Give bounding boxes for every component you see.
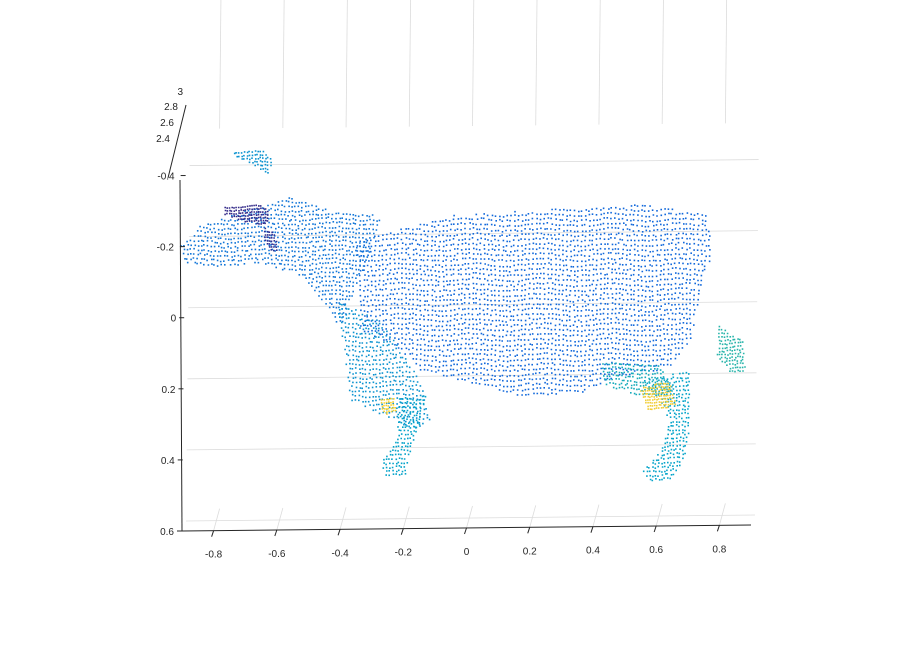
x-tick-mark (527, 527, 531, 534)
point-cluster (356, 204, 711, 396)
grid-line-y (188, 301, 758, 309)
grid-line-x (724, 0, 728, 124)
grid-line-y (185, 514, 756, 522)
grid-line-x-floor (592, 504, 600, 527)
x-tick-mark (590, 526, 594, 533)
y-tick-label: 0 (171, 314, 177, 325)
grid-line-x-floor (529, 505, 537, 528)
grid-line-x-floor (719, 503, 726, 526)
y-tick-label: -0.4 (157, 172, 175, 183)
z-tick-label: 2.8 (164, 102, 178, 113)
y-tick-label: 0.6 (160, 527, 174, 538)
x-tick-mark (464, 527, 467, 535)
x-tick-label: -0.6 (268, 549, 286, 560)
z-tick-label: 3 (177, 87, 183, 98)
x-tick-mark (274, 529, 278, 537)
x-tick-mark (211, 530, 215, 537)
point-cluster (224, 204, 269, 225)
grid-line-x (345, 0, 348, 128)
point-cloud (180, 150, 746, 482)
axes-grid (185, 0, 759, 531)
point-cluster (382, 395, 427, 477)
grid-line-x (661, 0, 664, 125)
grid-line-x (282, 0, 285, 129)
x-tick-mark (716, 525, 720, 532)
grid-line-x-floor (276, 507, 284, 531)
axes-lines (167, 104, 752, 532)
point-cluster (716, 325, 746, 373)
grid-line-x (535, 0, 538, 126)
grid-line-x-floor (213, 508, 220, 531)
point-cluster (338, 303, 431, 429)
y-tick-label: 0.4 (161, 456, 175, 467)
y-tick-label: 0.2 (162, 385, 176, 396)
grid-line-x (472, 0, 475, 127)
x-tick-label: 0.2 (523, 546, 537, 557)
point-cluster (642, 371, 691, 482)
y-axis-line (179, 179, 183, 532)
point-cluster (380, 397, 397, 415)
grid-line-x (408, 0, 411, 127)
point-cluster (180, 197, 381, 323)
x-tick-label: 0.4 (586, 546, 600, 557)
x-tick-label: -0.2 (395, 548, 413, 559)
x-tick-mark (337, 529, 341, 536)
x-tick-label: 0.8 (712, 544, 726, 555)
x-tick-mark (400, 528, 404, 535)
axes-tick-labels: -0.8 -0.6 -0.4 -0.2 0 0.2 0.4 0.6 0.8 -0.4 -0.2 0 0.… (156, 87, 727, 561)
y-tick-label: -0.2 (157, 243, 175, 254)
grid-line-x-floor (655, 503, 663, 527)
grid-line-x (598, 0, 601, 125)
x-tick-mark (653, 525, 657, 533)
x-tick-label: -0.4 (331, 548, 349, 559)
point-cluster (602, 362, 673, 396)
grid-line-x-floor (466, 505, 473, 529)
point-cluster (233, 150, 272, 174)
z-tick-label: 2.6 (160, 118, 174, 129)
z-tick-label: 2.4 (156, 134, 170, 145)
x-tick-label: 0.6 (649, 545, 663, 556)
grid-line-x-floor (402, 506, 410, 529)
x-tick-label: -0.8 (205, 550, 223, 561)
z-axis-line (167, 104, 187, 179)
x-tick-label: 0 (464, 547, 470, 558)
grid-line-y (186, 443, 756, 451)
grid-line-x (219, 0, 222, 129)
grid-line-x-floor (339, 507, 347, 530)
grid-line-y (189, 159, 759, 166)
